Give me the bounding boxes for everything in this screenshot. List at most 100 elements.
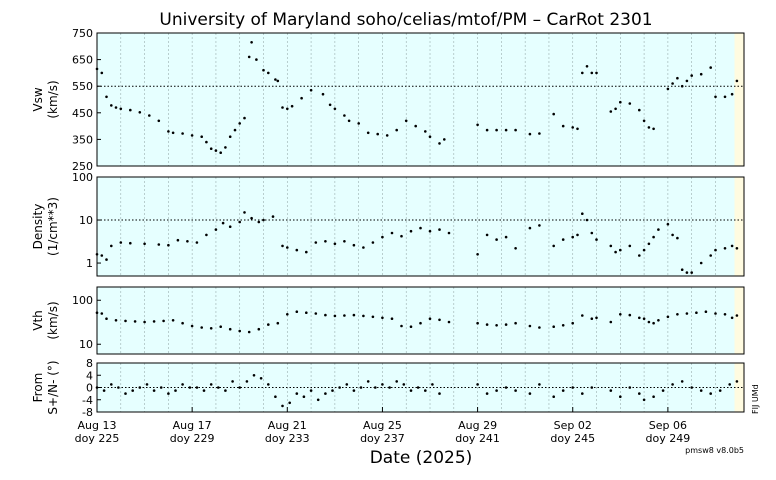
data-point xyxy=(338,386,341,389)
data-point xyxy=(238,122,241,125)
data-point xyxy=(595,316,598,320)
data-point xyxy=(571,321,574,325)
data-point xyxy=(419,226,422,230)
x-tick-date: Sep 06 xyxy=(649,419,687,432)
data-point xyxy=(362,314,365,318)
data-point xyxy=(730,92,734,96)
data-point xyxy=(485,128,489,132)
data-point xyxy=(590,71,594,75)
data-point xyxy=(219,325,222,329)
data-point xyxy=(221,221,225,225)
data-point xyxy=(267,71,270,75)
data-point xyxy=(485,392,489,395)
data-point xyxy=(504,235,508,239)
data-point xyxy=(228,135,232,138)
data-point xyxy=(514,128,517,132)
data-point xyxy=(143,320,146,324)
data-point xyxy=(250,216,253,220)
data-point xyxy=(730,244,734,248)
data-point xyxy=(195,386,199,389)
data-point xyxy=(485,233,489,237)
data-point xyxy=(647,242,651,246)
data-point xyxy=(628,102,632,105)
data-point xyxy=(316,398,320,402)
data-point xyxy=(709,254,712,257)
data-point xyxy=(400,324,403,328)
data-point xyxy=(314,241,318,244)
data-point xyxy=(262,68,265,72)
data-point xyxy=(528,392,532,395)
data-point xyxy=(538,383,541,386)
data-point xyxy=(638,254,641,257)
x-tick-date: Aug 13 xyxy=(78,419,117,432)
data-point xyxy=(174,389,177,392)
data-point xyxy=(114,106,118,109)
x-tick-date: Aug 29 xyxy=(458,419,497,432)
data-point xyxy=(228,225,232,228)
data-point xyxy=(528,132,532,136)
data-point xyxy=(255,58,258,61)
y-tick-label: -8 xyxy=(82,406,93,419)
data-point xyxy=(295,392,299,395)
data-point xyxy=(110,383,113,386)
data-point xyxy=(219,151,222,154)
data-point xyxy=(205,140,208,144)
data-point xyxy=(695,311,698,315)
panel-background xyxy=(97,177,744,276)
data-point xyxy=(652,127,655,131)
data-point xyxy=(333,314,337,318)
data-point xyxy=(343,240,346,243)
panel-frame xyxy=(96,286,745,355)
data-point xyxy=(552,244,555,248)
data-point xyxy=(129,108,132,112)
data-point xyxy=(105,95,108,99)
data-point xyxy=(162,319,165,323)
data-point xyxy=(528,226,532,230)
data-point xyxy=(374,386,377,389)
data-point xyxy=(257,220,261,224)
data-point xyxy=(119,107,123,111)
data-point xyxy=(581,392,584,395)
data-point xyxy=(171,131,175,135)
data-point xyxy=(267,383,270,386)
data-point xyxy=(395,380,399,383)
current-period-highlight xyxy=(734,363,744,412)
data-point xyxy=(305,250,308,254)
data-point xyxy=(331,389,334,392)
data-point xyxy=(552,112,555,116)
x-tick-doy: doy 241 xyxy=(455,432,500,445)
y-tick-label: 650 xyxy=(72,54,93,67)
data-point xyxy=(571,235,574,239)
data-point xyxy=(159,386,163,389)
data-point xyxy=(247,55,251,59)
data-point xyxy=(152,389,156,392)
data-point xyxy=(245,380,249,383)
panel-1: 1 10 100 Density(1/cm**3) xyxy=(31,171,745,277)
data-point xyxy=(114,319,118,322)
data-point xyxy=(585,65,589,68)
data-point xyxy=(414,124,418,128)
data-point xyxy=(347,119,351,123)
data-point xyxy=(642,119,646,123)
chart-title: University of Maryland soho/celias/mtof/… xyxy=(159,10,652,30)
data-point xyxy=(476,383,479,386)
data-point xyxy=(262,218,265,222)
data-point xyxy=(718,389,722,392)
data-point xyxy=(259,377,263,380)
data-point xyxy=(495,128,498,132)
y-axis-label: Vsw(km/s) xyxy=(31,80,60,118)
data-point xyxy=(286,107,289,111)
data-point xyxy=(680,268,684,272)
data-point xyxy=(243,211,246,214)
data-point xyxy=(561,238,565,241)
data-point xyxy=(409,325,413,329)
data-point xyxy=(381,383,384,386)
y-tick-label: 100 xyxy=(72,171,93,184)
y-axis-label: Density(1/cm**3) xyxy=(31,197,60,256)
data-point xyxy=(476,253,479,256)
y-tick-label: 550 xyxy=(72,80,93,93)
data-point xyxy=(666,315,670,319)
data-point xyxy=(352,243,356,247)
